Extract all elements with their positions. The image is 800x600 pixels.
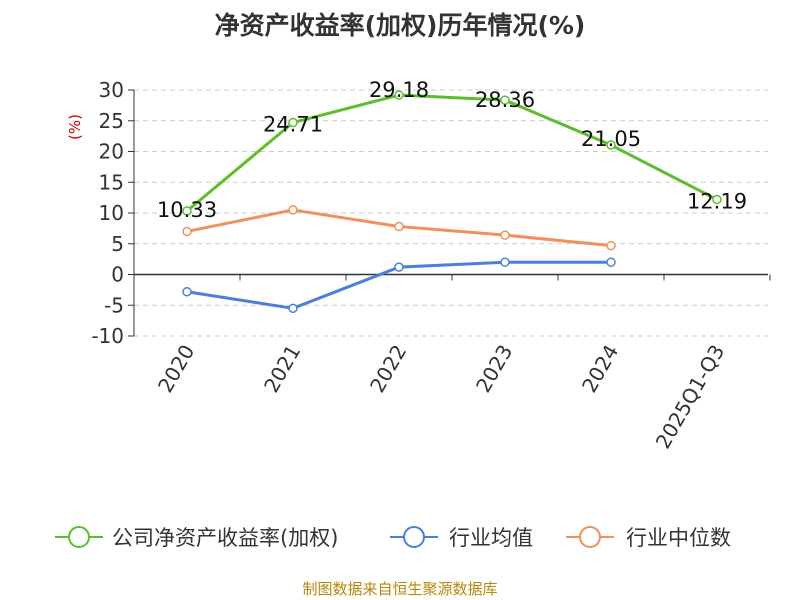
x-tick-label: 2024: [577, 341, 623, 397]
data-point: [394, 262, 404, 272]
legend-item: 公司净资产收益率(加权): [55, 526, 338, 550]
data-point: [606, 140, 616, 150]
data-point: [288, 205, 298, 215]
data-point: [500, 230, 510, 240]
x-tick-label: 2023: [471, 341, 517, 397]
x-tick-label: 2021: [259, 341, 305, 397]
data-label: 12.19: [687, 190, 747, 214]
y-tick-label: 30: [99, 78, 124, 102]
data-point: [606, 257, 616, 267]
data-point: [182, 226, 192, 237]
y-tick-label: 10: [99, 201, 124, 225]
x-tick-label: 2022: [365, 341, 411, 397]
legend-item: 行业中位数: [566, 526, 731, 550]
data-point: [182, 206, 192, 216]
data-point: [182, 286, 192, 297]
data-label: 29.18: [369, 78, 429, 102]
data-point: [288, 117, 298, 128]
data-point: [712, 194, 722, 205]
chart-title: 净资产收益率(加权)历年情况(%): [215, 11, 586, 40]
y-tick-label: 0: [111, 263, 124, 287]
data-point: [500, 257, 510, 267]
source-note: 制图数据来自恒生聚源数据库: [302, 580, 497, 598]
data-point: [394, 221, 404, 232]
data-label: 24.71: [263, 113, 323, 137]
x-tick-label: 2020: [153, 341, 199, 397]
legend: 公司净资产收益率(加权) 行业均值 行业中位数: [55, 526, 731, 550]
y-tick-label: 20: [99, 140, 124, 164]
y-axis-unit-label: (%): [66, 114, 84, 140]
data-label: 10.33: [157, 198, 217, 222]
data-point: [288, 303, 298, 314]
y-tick-label: 25: [99, 109, 124, 133]
data-labels: 10.33 24.71 29.18 28.36 21.05 12.19: [157, 78, 747, 222]
legend-marker-icon: [68, 526, 90, 548]
data-point: [606, 240, 616, 251]
y-tick-label: 15: [99, 170, 124, 194]
legend-marker-icon: [403, 526, 425, 548]
gridlines: [134, 89, 768, 337]
data-label: 21.05: [581, 127, 641, 151]
data-label: 28.36: [475, 88, 535, 112]
legend-item: 行业均值: [390, 526, 533, 550]
y-tick-label: -5: [104, 293, 124, 317]
x-tick-label: 2025Q1-Q3: [651, 341, 730, 453]
y-tick-label: 5: [111, 232, 124, 256]
legend-label: 行业中位数: [626, 526, 731, 550]
data-point: [500, 95, 510, 105]
legend-label: 公司净资产收益率(加权): [112, 526, 338, 550]
y-tick-label: -10: [91, 324, 124, 348]
data-point: [394, 90, 404, 100]
series-lines: [182, 90, 722, 314]
series-line-0: [186, 93, 718, 213]
legend-marker-icon: [579, 526, 601, 548]
legend-label: 行业均值: [449, 526, 533, 550]
